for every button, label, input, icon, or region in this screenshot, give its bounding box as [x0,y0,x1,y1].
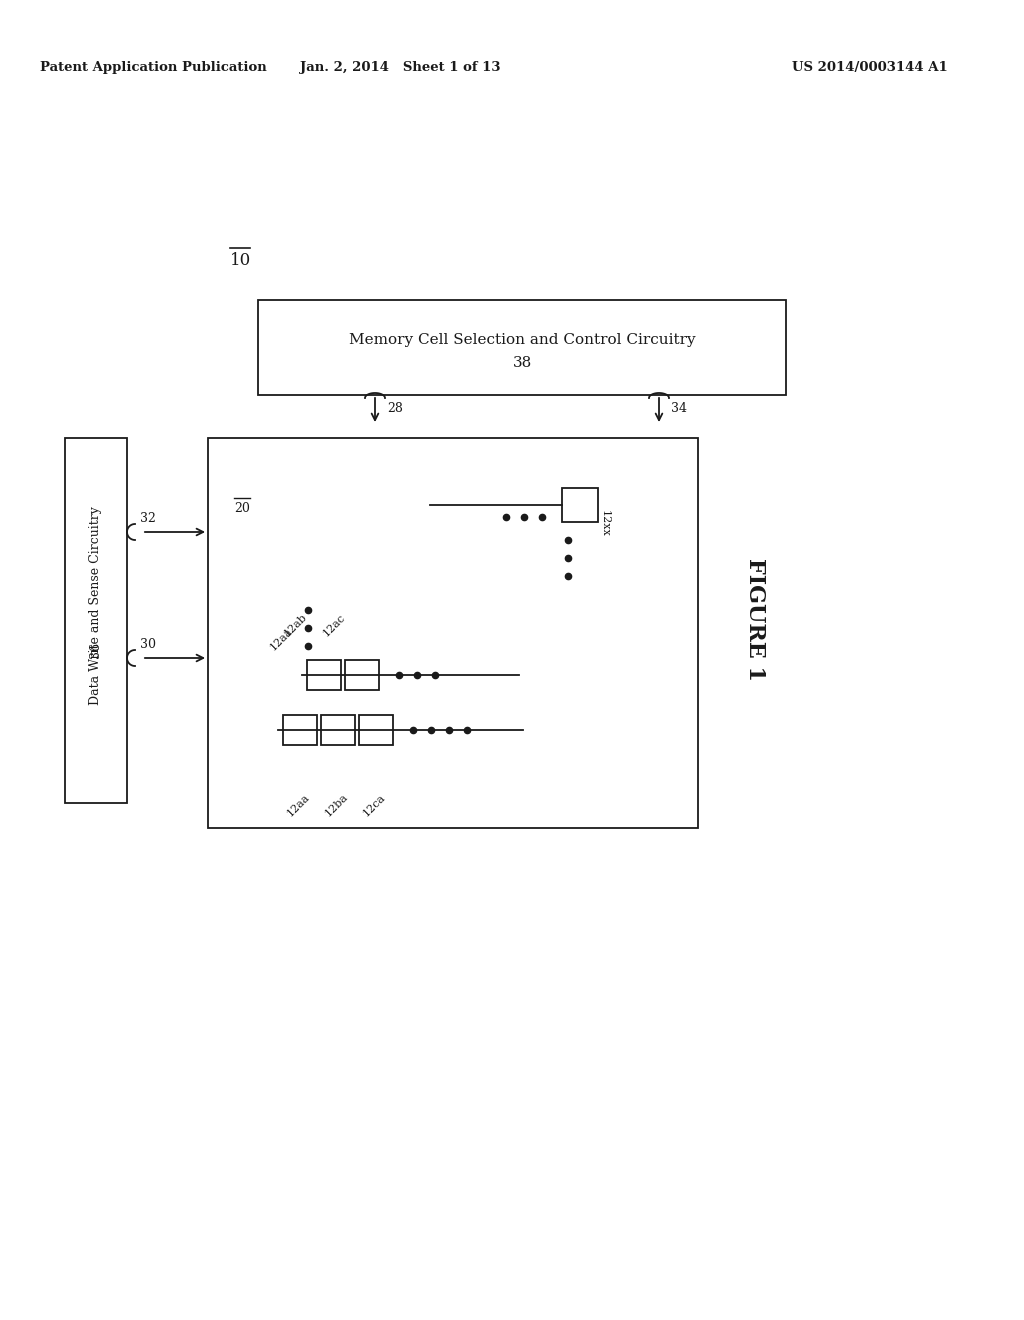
Text: 36: 36 [89,643,102,659]
Text: 28: 28 [387,401,402,414]
Text: 38: 38 [512,356,531,370]
Text: Data Write and Sense Circuitry: Data Write and Sense Circuitry [89,506,102,705]
Bar [65,438,127,803]
Text: FIGURE 1: FIGURE 1 [744,558,766,681]
Bar [562,488,598,521]
Bar [321,715,355,744]
Text: US 2014/0003144 A1: US 2014/0003144 A1 [793,62,948,74]
Text: 12ba: 12ba [323,792,349,818]
Bar [258,300,786,395]
Text: 32: 32 [140,511,156,524]
Bar [359,715,393,744]
Text: 30: 30 [140,638,156,651]
Text: 20: 20 [234,502,250,515]
Text: 12ac: 12ac [321,611,347,638]
Text: 34: 34 [671,401,687,414]
Text: Jan. 2, 2014   Sheet 1 of 13: Jan. 2, 2014 Sheet 1 of 13 [300,62,501,74]
Text: 12aa: 12aa [268,626,295,652]
Text: 12aa: 12aa [285,792,311,818]
Bar [345,660,379,690]
Text: 10: 10 [230,252,251,269]
Text: 12ca: 12ca [360,792,387,818]
Text: Patent Application Publication: Patent Application Publication [40,62,266,74]
Text: 12xx: 12xx [600,510,610,537]
Text: 12ab: 12ab [283,611,309,638]
Bar [307,660,341,690]
Bar [283,715,317,744]
Bar [208,438,698,828]
Text: Memory Cell Selection and Control Circuitry: Memory Cell Selection and Control Circui… [349,333,695,347]
